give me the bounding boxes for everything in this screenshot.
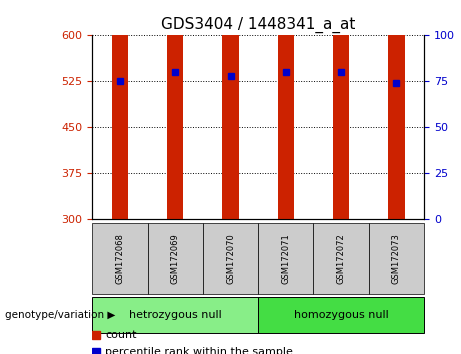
Text: homozygous null: homozygous null: [294, 310, 389, 320]
Text: hetrozygous null: hetrozygous null: [129, 310, 222, 320]
Text: GSM172073: GSM172073: [392, 233, 401, 284]
Bar: [388, 0, 405, 219]
Title: GDS3404 / 1448341_a_at: GDS3404 / 1448341_a_at: [161, 16, 355, 33]
Text: GSM172068: GSM172068: [115, 233, 124, 284]
Text: GSM172072: GSM172072: [337, 233, 346, 284]
Bar: [369, 223, 424, 294]
Text: genotype/variation ▶: genotype/variation ▶: [5, 310, 115, 320]
Text: percentile rank within the sample: percentile rank within the sample: [106, 347, 293, 354]
Bar: [203, 223, 258, 294]
Text: GSM172071: GSM172071: [281, 233, 290, 284]
Bar: [278, 0, 294, 219]
Bar: [222, 0, 239, 219]
Bar: [112, 0, 128, 219]
Bar: [167, 0, 183, 219]
Text: GSM172069: GSM172069: [171, 233, 180, 284]
Bar: [92, 223, 148, 294]
Bar: [258, 223, 313, 294]
Text: count: count: [106, 330, 137, 339]
Bar: [148, 223, 203, 294]
Text: GSM172070: GSM172070: [226, 233, 235, 284]
Bar: [92, 297, 258, 333]
Bar: [313, 223, 369, 294]
Bar: [333, 0, 349, 219]
Bar: [258, 297, 424, 333]
